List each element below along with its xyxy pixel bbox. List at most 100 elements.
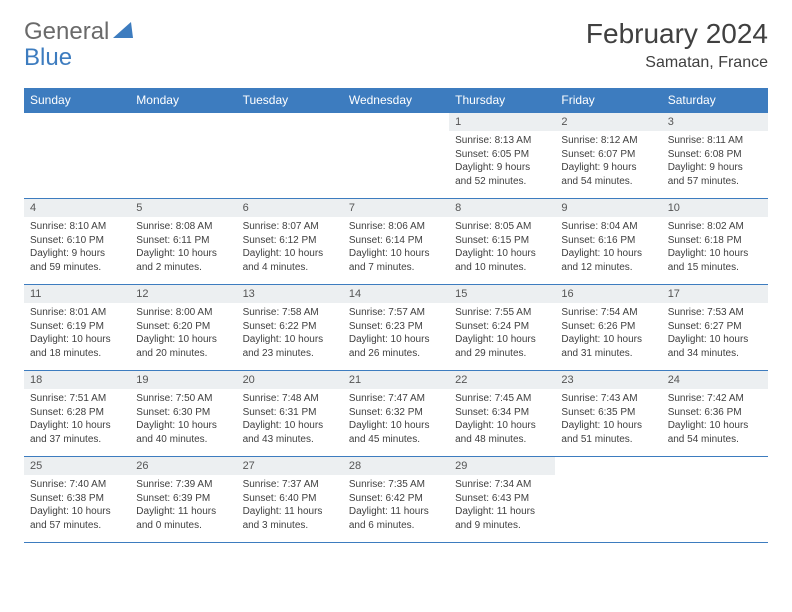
day-details: Sunrise: 7:34 AMSunset: 6:43 PMDaylight:… — [449, 475, 555, 535]
calendar-cell: 28Sunrise: 7:35 AMSunset: 6:42 PMDayligh… — [343, 457, 449, 543]
calendar-head: SundayMondayTuesdayWednesdayThursdayFrid… — [24, 88, 768, 113]
day-details: Sunrise: 8:12 AMSunset: 6:07 PMDaylight:… — [555, 131, 661, 191]
logo-text-general: General — [24, 18, 109, 46]
logo-blue-text-wrap: Blue — [24, 44, 72, 72]
calendar-cell: 1Sunrise: 8:13 AMSunset: 6:05 PMDaylight… — [449, 113, 555, 199]
day-details: Sunrise: 8:10 AMSunset: 6:10 PMDaylight:… — [24, 217, 130, 277]
weekday-header: Monday — [130, 88, 236, 113]
calendar-cell: 21Sunrise: 7:47 AMSunset: 6:32 PMDayligh… — [343, 371, 449, 457]
day-number: 8 — [449, 199, 555, 217]
calendar-cell-empty — [237, 113, 343, 199]
logo-sail-icon — [113, 20, 135, 45]
day-number: 6 — [237, 199, 343, 217]
day-details: Sunrise: 8:08 AMSunset: 6:11 PMDaylight:… — [130, 217, 236, 277]
calendar-cell-empty — [130, 113, 236, 199]
logo-text-blue: Blue — [24, 44, 72, 71]
calendar-cell: 4Sunrise: 8:10 AMSunset: 6:10 PMDaylight… — [24, 199, 130, 285]
day-details: Sunrise: 7:42 AMSunset: 6:36 PMDaylight:… — [662, 389, 768, 449]
calendar-cell: 18Sunrise: 7:51 AMSunset: 6:28 PMDayligh… — [24, 371, 130, 457]
day-number: 5 — [130, 199, 236, 217]
day-number: 11 — [24, 285, 130, 303]
calendar-cell: 8Sunrise: 8:05 AMSunset: 6:15 PMDaylight… — [449, 199, 555, 285]
day-details: Sunrise: 7:35 AMSunset: 6:42 PMDaylight:… — [343, 475, 449, 535]
calendar-cell: 25Sunrise: 7:40 AMSunset: 6:38 PMDayligh… — [24, 457, 130, 543]
day-number: 1 — [449, 113, 555, 131]
calendar-row: 4Sunrise: 8:10 AMSunset: 6:10 PMDaylight… — [24, 199, 768, 285]
day-details: Sunrise: 7:45 AMSunset: 6:34 PMDaylight:… — [449, 389, 555, 449]
weekday-header: Thursday — [449, 88, 555, 113]
calendar-body: 1Sunrise: 8:13 AMSunset: 6:05 PMDaylight… — [24, 113, 768, 543]
weekday-header: Saturday — [662, 88, 768, 113]
day-number: 15 — [449, 285, 555, 303]
day-details: Sunrise: 7:47 AMSunset: 6:32 PMDaylight:… — [343, 389, 449, 449]
day-number: 10 — [662, 199, 768, 217]
day-number: 2 — [555, 113, 661, 131]
day-details: Sunrise: 7:51 AMSunset: 6:28 PMDaylight:… — [24, 389, 130, 449]
day-number: 25 — [24, 457, 130, 475]
day-number: 26 — [130, 457, 236, 475]
day-number: 23 — [555, 371, 661, 389]
day-number: 3 — [662, 113, 768, 131]
day-details: Sunrise: 8:00 AMSunset: 6:20 PMDaylight:… — [130, 303, 236, 363]
calendar-cell: 7Sunrise: 8:06 AMSunset: 6:14 PMDaylight… — [343, 199, 449, 285]
calendar-row: 1Sunrise: 8:13 AMSunset: 6:05 PMDaylight… — [24, 113, 768, 199]
day-details: Sunrise: 7:53 AMSunset: 6:27 PMDaylight:… — [662, 303, 768, 363]
day-number: 17 — [662, 285, 768, 303]
calendar-cell: 23Sunrise: 7:43 AMSunset: 6:35 PMDayligh… — [555, 371, 661, 457]
day-details: Sunrise: 8:02 AMSunset: 6:18 PMDaylight:… — [662, 217, 768, 277]
day-details: Sunrise: 8:01 AMSunset: 6:19 PMDaylight:… — [24, 303, 130, 363]
day-details: Sunrise: 7:58 AMSunset: 6:22 PMDaylight:… — [237, 303, 343, 363]
day-number: 20 — [237, 371, 343, 389]
day-number: 24 — [662, 371, 768, 389]
calendar-cell: 11Sunrise: 8:01 AMSunset: 6:19 PMDayligh… — [24, 285, 130, 371]
day-details: Sunrise: 8:11 AMSunset: 6:08 PMDaylight:… — [662, 131, 768, 191]
calendar-cell: 20Sunrise: 7:48 AMSunset: 6:31 PMDayligh… — [237, 371, 343, 457]
calendar-cell: 6Sunrise: 8:07 AMSunset: 6:12 PMDaylight… — [237, 199, 343, 285]
month-title: February 2024 — [586, 18, 768, 50]
weekday-header: Sunday — [24, 88, 130, 113]
day-number: 16 — [555, 285, 661, 303]
logo: General — [24, 18, 137, 46]
day-details: Sunrise: 8:06 AMSunset: 6:14 PMDaylight:… — [343, 217, 449, 277]
calendar-table: SundayMondayTuesdayWednesdayThursdayFrid… — [24, 88, 768, 543]
day-details: Sunrise: 7:39 AMSunset: 6:39 PMDaylight:… — [130, 475, 236, 535]
calendar-cell-empty — [555, 457, 661, 543]
calendar-cell: 29Sunrise: 7:34 AMSunset: 6:43 PMDayligh… — [449, 457, 555, 543]
calendar-cell: 17Sunrise: 7:53 AMSunset: 6:27 PMDayligh… — [662, 285, 768, 371]
day-details: Sunrise: 7:48 AMSunset: 6:31 PMDaylight:… — [237, 389, 343, 449]
calendar-cell: 14Sunrise: 7:57 AMSunset: 6:23 PMDayligh… — [343, 285, 449, 371]
day-number: 14 — [343, 285, 449, 303]
day-number: 21 — [343, 371, 449, 389]
day-details: Sunrise: 7:55 AMSunset: 6:24 PMDaylight:… — [449, 303, 555, 363]
day-details: Sunrise: 7:40 AMSunset: 6:38 PMDaylight:… — [24, 475, 130, 535]
calendar-cell: 26Sunrise: 7:39 AMSunset: 6:39 PMDayligh… — [130, 457, 236, 543]
calendar-cell: 16Sunrise: 7:54 AMSunset: 6:26 PMDayligh… — [555, 285, 661, 371]
day-details: Sunrise: 7:54 AMSunset: 6:26 PMDaylight:… — [555, 303, 661, 363]
weekday-header: Tuesday — [237, 88, 343, 113]
calendar-cell-empty — [662, 457, 768, 543]
day-number: 13 — [237, 285, 343, 303]
day-number: 18 — [24, 371, 130, 389]
calendar-row: 25Sunrise: 7:40 AMSunset: 6:38 PMDayligh… — [24, 457, 768, 543]
day-number: 28 — [343, 457, 449, 475]
calendar-cell: 24Sunrise: 7:42 AMSunset: 6:36 PMDayligh… — [662, 371, 768, 457]
day-number: 9 — [555, 199, 661, 217]
calendar-cell: 2Sunrise: 8:12 AMSunset: 6:07 PMDaylight… — [555, 113, 661, 199]
day-details: Sunrise: 8:07 AMSunset: 6:12 PMDaylight:… — [237, 217, 343, 277]
day-details: Sunrise: 8:13 AMSunset: 6:05 PMDaylight:… — [449, 131, 555, 191]
weekday-header: Friday — [555, 88, 661, 113]
day-details: Sunrise: 7:37 AMSunset: 6:40 PMDaylight:… — [237, 475, 343, 535]
calendar-cell: 10Sunrise: 8:02 AMSunset: 6:18 PMDayligh… — [662, 199, 768, 285]
calendar-cell: 22Sunrise: 7:45 AMSunset: 6:34 PMDayligh… — [449, 371, 555, 457]
calendar-cell: 19Sunrise: 7:50 AMSunset: 6:30 PMDayligh… — [130, 371, 236, 457]
day-details: Sunrise: 8:05 AMSunset: 6:15 PMDaylight:… — [449, 217, 555, 277]
calendar-cell-empty — [24, 113, 130, 199]
day-number: 12 — [130, 285, 236, 303]
day-details: Sunrise: 7:57 AMSunset: 6:23 PMDaylight:… — [343, 303, 449, 363]
day-number: 7 — [343, 199, 449, 217]
page-header: General February 2024 Samatan, France — [0, 0, 792, 80]
calendar-cell: 12Sunrise: 8:00 AMSunset: 6:20 PMDayligh… — [130, 285, 236, 371]
day-number: 27 — [237, 457, 343, 475]
title-block: February 2024 Samatan, France — [586, 18, 768, 72]
weekday-header: Wednesday — [343, 88, 449, 113]
